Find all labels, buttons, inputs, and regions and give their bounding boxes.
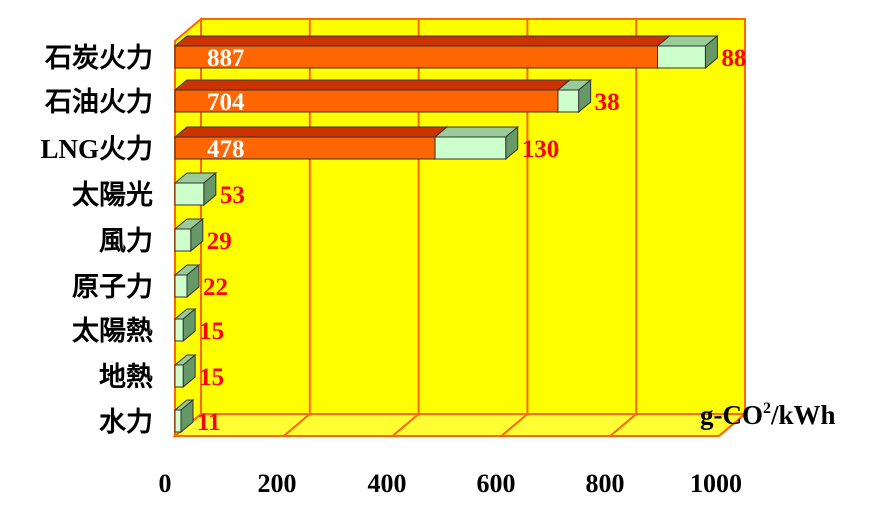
category-label-8: 水力 — [99, 407, 153, 438]
data-label-other-5: 22 — [203, 274, 228, 301]
data-label-other-6: 15 — [199, 318, 224, 345]
x-tick-600: 600 — [477, 469, 516, 498]
category-label-4: 風力 — [99, 226, 153, 257]
category-label-5: 原子力 — [72, 272, 153, 303]
bar-fossil-1 — [173, 78, 572, 114]
bar-other-8 — [173, 398, 195, 434]
unit-label: g-CO2/kWh — [700, 400, 836, 430]
data-label-other-0: 88 — [721, 45, 746, 72]
bar-other-5 — [173, 263, 201, 299]
data-label-fossil-2: 478 — [207, 136, 245, 163]
bar-other-0-front — [657, 45, 706, 69]
data-labels: 887 704 478 88 38 130 53 29 22 15 15 11 — [197, 45, 746, 436]
floor-tick-200 — [283, 413, 311, 437]
bar-other-1 — [556, 78, 593, 114]
x-tick-200: 200 — [258, 469, 297, 498]
x-tick-400: 400 — [368, 469, 407, 498]
category-label-6: 太陽熱 — [72, 316, 153, 347]
category-label-1: 石油火力 — [44, 87, 153, 118]
bar-fossil-0-top — [173, 35, 671, 47]
bar-other-7 — [173, 353, 197, 389]
floor-tick-1000 — [718, 413, 746, 437]
data-label-fossil-0: 887 — [207, 45, 245, 72]
back-wall — [200, 18, 746, 415]
data-label-other-7: 15 — [199, 364, 224, 391]
x-tick-0: 0 — [159, 469, 172, 498]
bar-other-6-front — [174, 318, 184, 342]
data-label-other-3: 53 — [220, 182, 245, 209]
x-tick-labels: 0 200 400 600 800 1000 — [159, 469, 743, 498]
floor-tick-400 — [391, 413, 420, 437]
data-label-other-1: 38 — [595, 89, 620, 116]
bar-other-4-front — [174, 228, 192, 252]
floor — [172, 413, 748, 437]
bar-other-1-front — [557, 89, 580, 113]
bar-fossil-0-front — [174, 45, 659, 69]
bar-other-2-front — [434, 136, 507, 160]
category-label-0: 石炭火力 — [44, 43, 153, 74]
bar-other-6 — [173, 307, 197, 343]
x-tick-800: 800 — [586, 469, 625, 498]
bar-other-2-top — [433, 126, 520, 138]
bar-other-3 — [173, 171, 218, 207]
data-label-fossil-1: 704 — [207, 89, 245, 116]
bars — [173, 34, 719, 434]
bar-other-8-front — [174, 409, 182, 433]
bar-other-7-front — [174, 364, 184, 388]
floor-tick-600 — [500, 413, 529, 437]
category-label-2: LNG火力 — [40, 134, 153, 164]
bar-other-5-front — [174, 274, 188, 298]
bar-other-3-front — [174, 182, 205, 206]
category-label-3: 太陽光 — [72, 180, 153, 211]
bar-fossil-0 — [173, 34, 671, 70]
data-label-other-2: 130 — [522, 136, 560, 163]
data-label-other-4: 29 — [207, 228, 232, 255]
bar-other-4 — [173, 217, 205, 253]
bar-other-2 — [433, 125, 520, 161]
x-tick-1000: 1000 — [690, 469, 742, 498]
floor-tick-800 — [609, 413, 637, 437]
category-label-7: 地熱 — [99, 362, 153, 393]
data-label-other-8: 11 — [197, 409, 221, 436]
bar-other-0 — [656, 34, 719, 70]
bar-fossil-2 — [173, 125, 449, 161]
